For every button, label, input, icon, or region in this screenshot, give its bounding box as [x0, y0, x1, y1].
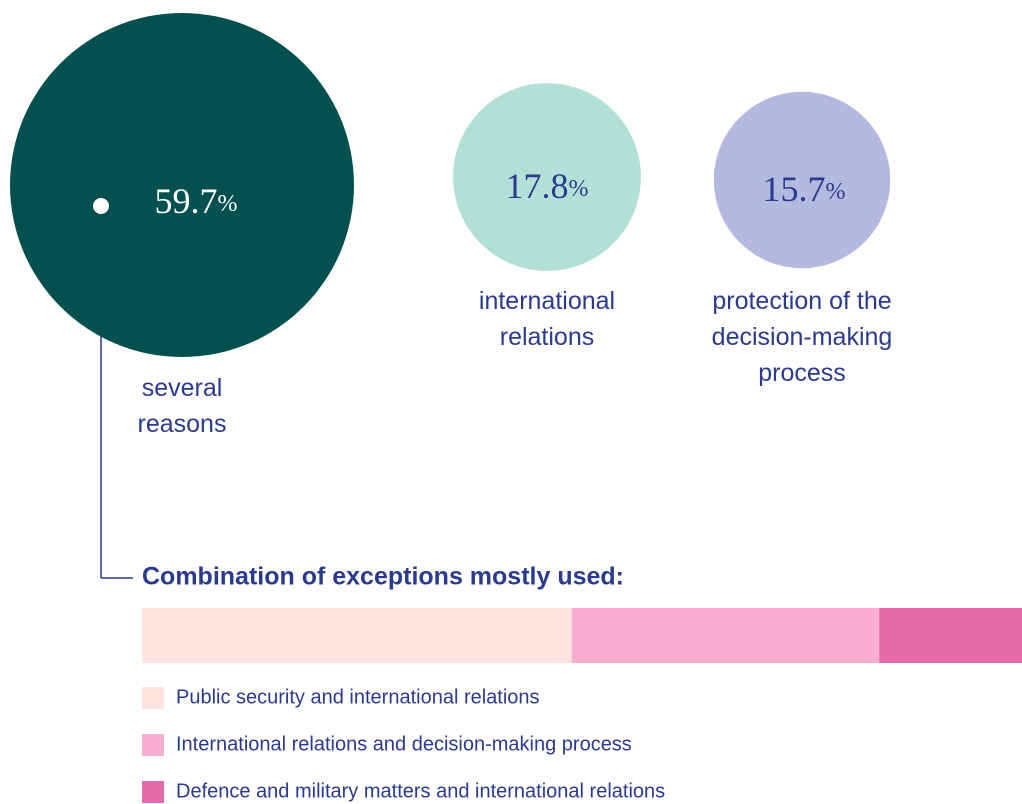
value-label: 17.8% [506, 166, 589, 206]
bubble-name: several reasons [137, 374, 227, 438]
legend-label: International relations and decision-mak… [176, 733, 632, 755]
bar-title: Combination of exceptions mostly used: [142, 563, 624, 591]
bubble [713, 91, 891, 269]
legend-swatch [142, 781, 164, 803]
bar-segment [879, 608, 1022, 663]
value-unit: % [826, 179, 846, 205]
value-unit: % [569, 176, 589, 202]
value-number: 15.7 [763, 169, 826, 209]
bubble-name: international relations [478, 287, 616, 351]
legend-swatch [142, 687, 164, 709]
value-label: 15.7% [763, 169, 846, 209]
legend-label: Public security and international relati… [176, 686, 540, 708]
bubble [453, 83, 641, 271]
bubble-name: protection of the decision-making proces… [711, 287, 893, 387]
bar-segment [571, 608, 880, 663]
legend-label: Defence and military matters and interna… [176, 780, 665, 802]
marker-dot [93, 198, 109, 214]
bar-segment [142, 608, 572, 663]
legend-swatch [142, 734, 164, 756]
value-label: 59.7% [155, 181, 238, 221]
value-number: 59.7 [155, 181, 218, 221]
value-number: 17.8 [506, 166, 569, 206]
bubble [10, 13, 354, 357]
value-unit: % [218, 191, 238, 217]
